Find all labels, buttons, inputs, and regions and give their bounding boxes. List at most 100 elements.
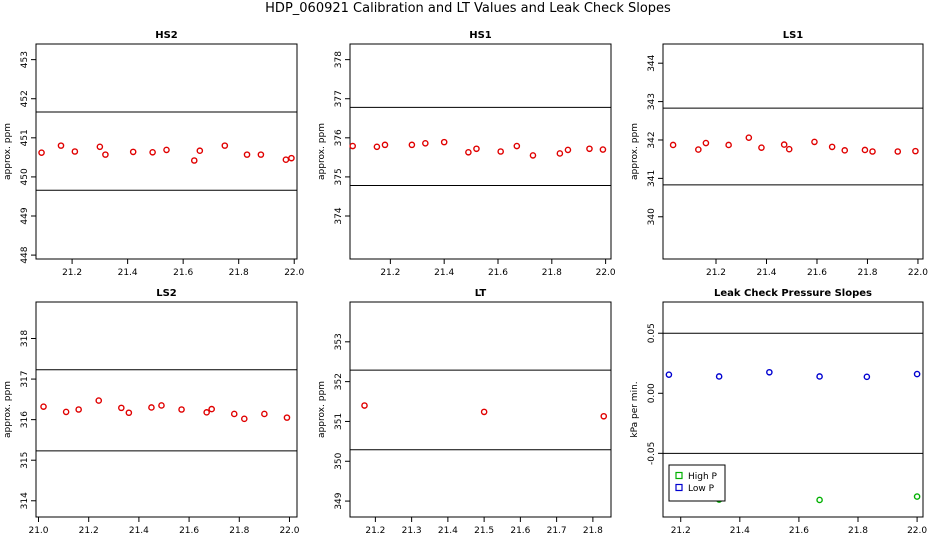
y-tick-label: 376 xyxy=(334,129,344,146)
data-point-low-p xyxy=(766,368,773,376)
legend: High P Low P xyxy=(668,464,726,502)
data-point-values xyxy=(221,142,229,149)
y-tick-label: 318 xyxy=(20,330,30,347)
data-point-values xyxy=(203,409,210,416)
data-point-values xyxy=(465,148,472,156)
x-tick-label: 21.2 xyxy=(365,526,385,536)
y-axis-label: approx. ppm xyxy=(3,123,13,180)
x-tick-label: 21.2 xyxy=(671,526,691,536)
data-point-values xyxy=(373,143,381,151)
y-tick-label: 314 xyxy=(20,492,30,509)
data-point-values xyxy=(158,402,165,409)
x-tick-label: 21.4 xyxy=(730,526,750,536)
y-tick-label: 375 xyxy=(334,168,344,185)
x-tick-label: 21.6 xyxy=(488,268,508,278)
x-tick-label: 21.6 xyxy=(510,526,530,536)
x-tick-label: 21.8 xyxy=(229,268,249,278)
y-tick-label: 342 xyxy=(647,131,657,148)
plot-frame xyxy=(35,301,298,518)
data-point-high-p xyxy=(913,493,921,500)
x-tick-label: 21.5 xyxy=(474,526,494,536)
x-tick-label: 21.6 xyxy=(173,268,193,278)
data-point-values xyxy=(564,146,572,154)
data-point-values xyxy=(178,406,185,413)
y-axis-label: approx. ppm xyxy=(3,381,13,438)
data-point-values xyxy=(282,156,290,164)
panel-title: HS2 xyxy=(155,30,178,41)
y-tick-label: 344 xyxy=(647,54,657,71)
y-tick-label: 353 xyxy=(334,333,344,350)
x-tick-label: 22.0 xyxy=(908,268,928,278)
data-point-values xyxy=(669,141,677,149)
panel-title: LS2 xyxy=(156,288,177,299)
data-point-values xyxy=(586,145,593,153)
y-tick-label: 450 xyxy=(20,168,30,185)
y-tick-label: 349 xyxy=(334,492,344,509)
data-point-values xyxy=(261,410,268,418)
data-point-low-p xyxy=(816,373,823,380)
legend-label: High P xyxy=(688,472,718,482)
data-point-values xyxy=(381,141,389,149)
data-point-values xyxy=(95,397,103,404)
y-axis-label: approx. ppm xyxy=(317,123,327,180)
x-tick-label: 21.2 xyxy=(380,268,400,278)
data-point-values xyxy=(912,147,919,155)
panel-1: HS2 approx. ppm 21.2 21.4 21.6 21.8 22.0 448 449… xyxy=(3,30,305,278)
x-tick-label: 21.0 xyxy=(28,526,48,536)
y-tick-label: 340 xyxy=(647,208,657,225)
x-tick-label: 21.8 xyxy=(848,526,868,536)
data-point-values xyxy=(599,146,607,153)
data-point-low-p xyxy=(913,370,921,378)
data-point-values xyxy=(869,148,876,155)
data-point-values xyxy=(149,148,156,156)
y-tick-label: 343 xyxy=(647,93,657,110)
data-point-values xyxy=(811,138,818,146)
data-point-values xyxy=(349,142,356,150)
y-tick-label: 378 xyxy=(334,51,344,68)
x-tick-label: 21.2 xyxy=(706,268,726,278)
data-point-values xyxy=(125,409,133,417)
panel-6: Leak Check Pressure Slopes kPa per min. 21… xyxy=(630,288,927,536)
panel-4: LS2 approx. ppm 21.0 21.2 21.4 21.6 21.8 22.0 31… xyxy=(3,288,300,536)
data-point-values xyxy=(38,149,45,156)
y-axis-label: approx. ppm xyxy=(630,123,640,180)
x-tick-label: 21.4 xyxy=(129,526,149,536)
y-axis-label: approx. ppm xyxy=(317,381,327,438)
data-point-values xyxy=(163,146,170,154)
x-tick-label: 21.4 xyxy=(756,268,776,278)
x-tick-label: 21.2 xyxy=(62,268,82,278)
figure-title: HDP_060921 Calibration and LT Values and… xyxy=(265,1,671,16)
panel-5: LT approx. ppm 21.2 21.3 21.4 21.5 21.6 21.7 21.… xyxy=(317,288,612,536)
data-point-values xyxy=(828,143,836,151)
y-tick-label: 351 xyxy=(334,413,344,430)
plot-frame xyxy=(349,43,612,260)
x-tick-label: 22.0 xyxy=(596,268,616,278)
plot-frame xyxy=(662,301,924,518)
x-tick-label: 22.0 xyxy=(907,526,927,536)
y-tick-label: -0.05 xyxy=(647,442,657,465)
data-point-values xyxy=(148,404,155,411)
y-tick-label: 451 xyxy=(20,129,30,146)
data-point-values xyxy=(257,151,265,158)
data-point-values xyxy=(529,152,537,159)
data-point-values xyxy=(40,403,47,410)
data-point-values xyxy=(62,408,70,416)
data-point-values xyxy=(240,415,248,423)
data-point-values xyxy=(75,406,82,413)
data-point-values xyxy=(208,405,215,413)
y-tick-label: 0.00 xyxy=(647,383,657,403)
legend-marker xyxy=(675,471,683,480)
legend-box xyxy=(668,464,726,502)
data-point-values xyxy=(473,145,480,153)
data-point-values xyxy=(283,414,291,421)
y-tick-label: 0.05 xyxy=(647,323,657,343)
data-point-values xyxy=(702,139,710,147)
panel-title: HS1 xyxy=(469,30,492,41)
x-tick-label: 21.8 xyxy=(583,526,603,536)
y-tick-label: 448 xyxy=(20,246,30,263)
x-tick-label: 21.4 xyxy=(118,268,138,278)
x-tick-label: 21.6 xyxy=(179,526,199,536)
x-tick-label: 22.0 xyxy=(279,526,299,536)
y-tick-label: 315 xyxy=(20,452,30,469)
